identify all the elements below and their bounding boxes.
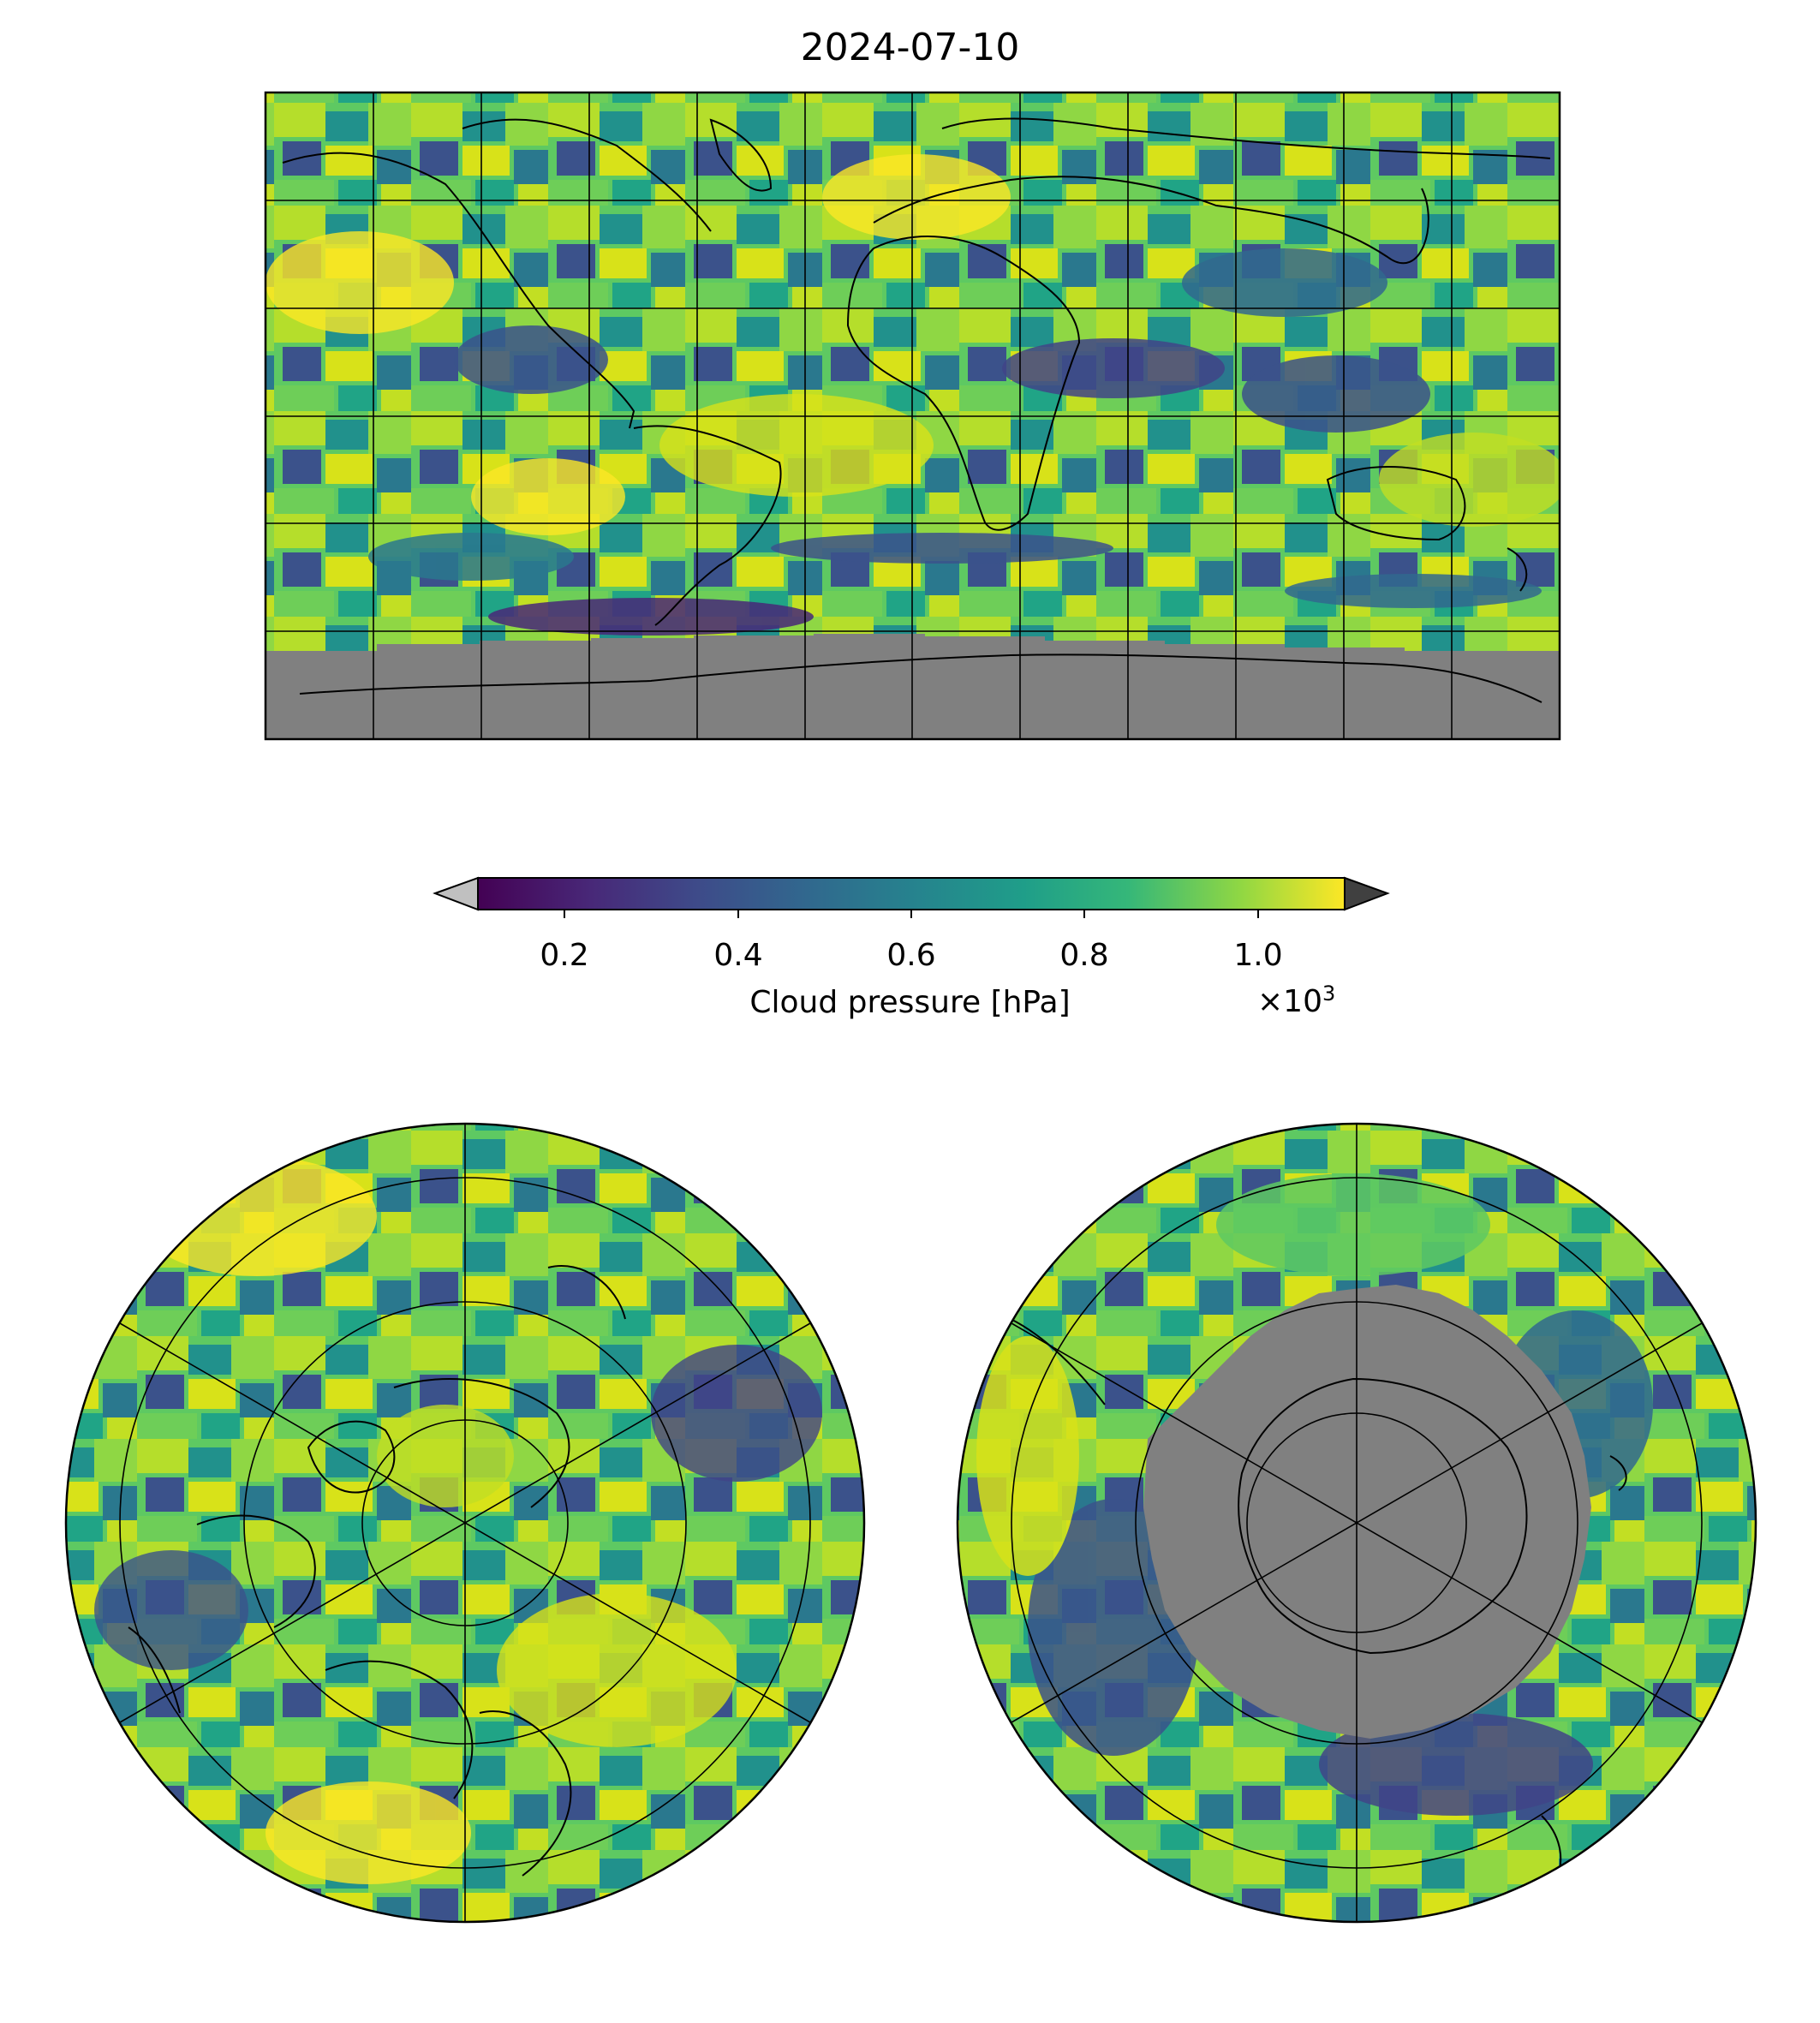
colorbar-offset-base: ×10 — [1257, 984, 1322, 1019]
global-map-frame — [264, 91, 1561, 741]
south-polar-map — [956, 1122, 1757, 1924]
colorbar-gradient — [478, 878, 1345, 910]
coastlines — [282, 117, 1551, 703]
colorbar-tick-label: 1.0 — [1233, 938, 1283, 973]
south-no-data-region — [1143, 1285, 1591, 1739]
colorbar-tick-label: 0.6 — [886, 938, 936, 973]
north-gridlines — [119, 1124, 811, 1922]
colorbar-offset-exponent: 3 — [1322, 982, 1336, 1006]
colorbar-over-extension — [1344, 876, 1390, 911]
north-polar-map — [64, 1122, 866, 1924]
colorbar-offset-text: ×103 — [1257, 982, 1335, 1019]
north-polar-frame — [64, 1122, 866, 1924]
colorbar-tick-label: 0.2 — [540, 938, 589, 973]
colorbar-tick-marks — [564, 910, 1259, 918]
colorbar-label: Cloud pressure [hPa] — [749, 985, 1071, 1020]
global-map — [264, 91, 1561, 741]
global-gridlines — [266, 92, 1560, 739]
low-pressure-cloud-bands — [368, 248, 1542, 636]
colorbar — [433, 876, 1390, 918]
colorbar-under-extension — [433, 876, 479, 911]
figure-title: 2024-07-10 — [800, 26, 1020, 69]
south-coastlines — [1010, 1318, 1627, 1885]
colorbar-tick-label: 0.8 — [1059, 938, 1109, 973]
colorbar-tick-label: 0.4 — [713, 938, 763, 973]
south-gridlines — [1011, 1124, 1703, 1922]
south-polar-frame — [956, 1122, 1757, 1924]
